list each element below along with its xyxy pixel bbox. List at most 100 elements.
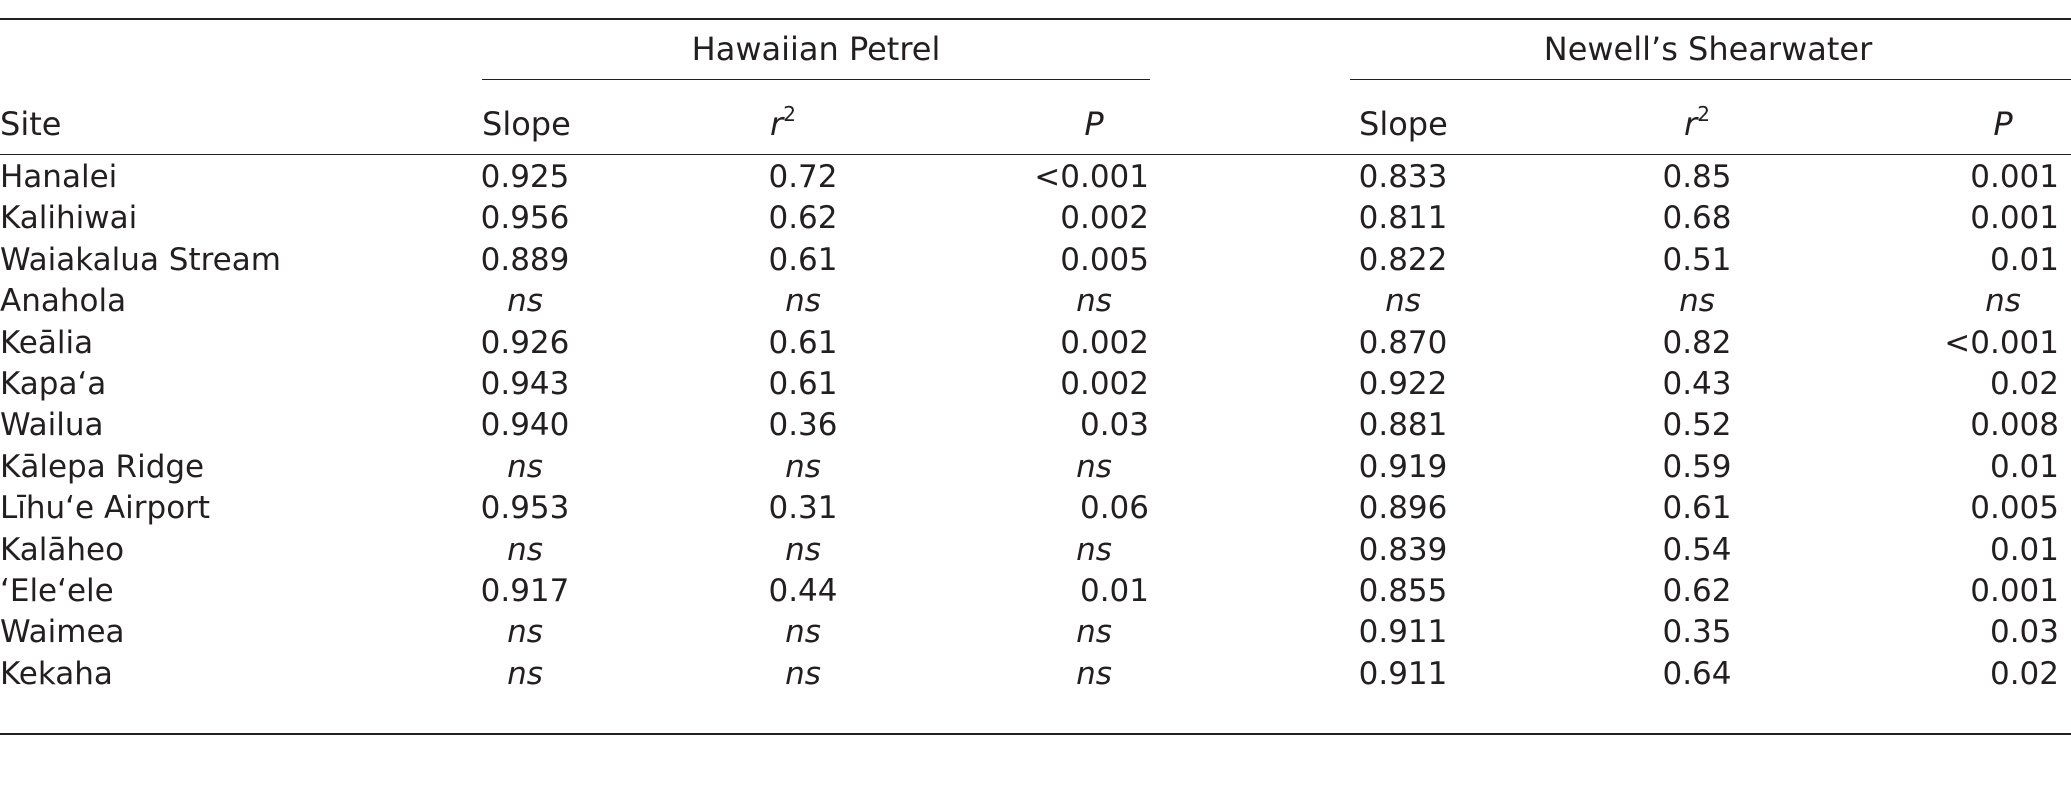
cell-hp-r2: ns — [785, 283, 821, 320]
cell-ns-r2: 0.82 — [1662, 324, 1732, 361]
cell-hp-slope: 0.956 — [480, 200, 570, 237]
cell-hp-r2: 0.44 — [768, 573, 838, 609]
cell-ns-p: <0.001 — [1944, 324, 2059, 361]
cell-hp-slope: 0.925 — [480, 159, 570, 195]
cell-ns-slope: 0.919 — [1358, 448, 1448, 485]
cell-hp-r2: ns — [785, 655, 821, 692]
column-header-hp-r2-base: r — [770, 105, 784, 143]
cell-ns-slope: ns — [1385, 283, 1421, 320]
cell-hp-slope: 0.917 — [480, 573, 570, 609]
cell-ns-slope: 0.881 — [1358, 407, 1448, 444]
cell-ns-slope: 0.870 — [1358, 324, 1448, 361]
cell-hp-r2: 0.61 — [768, 324, 838, 361]
group-header-hawaiian-petrel: Hawaiian Petrel — [691, 30, 941, 68]
cell-ns-r2: 0.64 — [1662, 655, 1732, 692]
cell-ns-p: 0.02 — [1989, 655, 2059, 692]
cell-hp-p: 0.002 — [1060, 366, 1149, 402]
cell-ns-r2: 0.59 — [1662, 448, 1732, 485]
cell-ns-p: 0.005 — [1970, 490, 2059, 527]
cell-hp-p: ns — [1076, 614, 1112, 651]
cell-site: Waiakalua Stream — [0, 241, 281, 278]
cell-hp-p: 0.002 — [1060, 324, 1149, 361]
cell-hp-p: ns — [1076, 283, 1112, 320]
cell-hp-r2: 0.61 — [768, 241, 838, 278]
cell-ns-slope: 0.922 — [1358, 366, 1448, 402]
cell-ns-slope: 0.833 — [1358, 159, 1448, 195]
cell-hp-slope: 0.940 — [480, 407, 570, 444]
cell-ns-r2: 0.62 — [1662, 573, 1732, 609]
cell-ns-slope: 0.822 — [1358, 241, 1448, 278]
cell-ns-p: 0.001 — [1970, 159, 2059, 195]
cell-hp-slope: ns — [507, 448, 543, 485]
cell-ns-slope: 0.811 — [1358, 200, 1448, 237]
cell-hp-p: ns — [1076, 655, 1112, 692]
cell-hp-r2: 0.36 — [768, 407, 838, 444]
cell-ns-r2: 0.61 — [1662, 490, 1732, 527]
cell-ns-p: 0.01 — [1989, 531, 2059, 568]
cell-hp-slope: 0.953 — [480, 490, 570, 527]
cell-hp-slope: ns — [507, 531, 543, 568]
cell-site: Līhuʻe Airport — [0, 490, 211, 527]
cell-ns-slope: 0.911 — [1358, 655, 1448, 692]
cell-hp-p: 0.002 — [1060, 200, 1149, 237]
cell-hp-r2: 0.62 — [768, 200, 838, 237]
cell-ns-r2: 0.51 — [1662, 241, 1732, 278]
column-header-hp-r2-exp: 2 — [783, 102, 796, 126]
cell-ns-p: 0.008 — [1970, 407, 2059, 444]
cell-ns-p: 0.03 — [1989, 614, 2059, 651]
cell-hp-slope: ns — [507, 283, 543, 320]
cell-hp-r2: 0.31 — [768, 490, 838, 527]
column-header-ns-r2-base: r — [1684, 105, 1698, 143]
cell-hp-p: 0.06 — [1079, 490, 1149, 527]
cell-ns-r2: 0.68 — [1662, 200, 1732, 237]
cell-site: ʻEleʻele — [0, 573, 114, 609]
cell-ns-p: 0.02 — [1989, 366, 2059, 402]
cell-hp-r2: ns — [785, 448, 821, 485]
cell-hp-p: 0.03 — [1079, 407, 1149, 444]
column-header-ns-r2: r2 — [1684, 103, 1710, 145]
cell-ns-r2: ns — [1679, 283, 1715, 320]
cell-hp-slope: ns — [507, 655, 543, 692]
cell-ns-p: 0.001 — [1970, 573, 2059, 609]
cell-ns-slope: 0.855 — [1358, 573, 1448, 609]
cell-hp-r2: ns — [785, 614, 821, 651]
column-header-ns-slope: Slope — [1359, 105, 1448, 143]
cell-site: Hanalei — [0, 159, 118, 195]
cell-site: Anahola — [0, 283, 127, 320]
table-top-rule — [0, 18, 2071, 20]
cell-hp-r2: 0.61 — [768, 366, 838, 402]
cell-ns-slope: 0.896 — [1358, 490, 1448, 527]
cell-ns-r2: 0.52 — [1662, 407, 1732, 444]
cell-ns-r2: 0.35 — [1662, 614, 1732, 651]
cell-hp-p: <0.001 — [1034, 159, 1149, 195]
cell-hp-p: 0.01 — [1079, 573, 1149, 609]
hawaiian-petrel-group-rule — [482, 79, 1150, 80]
cell-site: Kalihiwai — [0, 200, 138, 237]
cell-ns-slope: 0.911 — [1358, 614, 1448, 651]
cell-hp-p: ns — [1076, 531, 1112, 568]
cell-hp-slope: 0.889 — [480, 241, 570, 278]
newells-shearwater-group-rule — [1350, 79, 2071, 80]
column-header-site: Site — [0, 105, 62, 143]
header-bottom-rule — [0, 154, 2071, 155]
cell-site: Kapaʻa — [0, 366, 107, 402]
cell-hp-slope: 0.943 — [480, 366, 570, 402]
cell-ns-slope: 0.839 — [1358, 531, 1448, 568]
cell-site: Waimea — [0, 614, 125, 651]
cell-site: Kalāheo — [0, 531, 125, 568]
cell-site: Kekaha — [0, 655, 113, 692]
cell-ns-p: 0.001 — [1970, 200, 2059, 237]
cell-site: Kālepa Ridge — [0, 448, 205, 485]
cell-hp-p: ns — [1076, 448, 1112, 485]
cell-ns-p: 0.01 — [1989, 448, 2059, 485]
cell-site: Keālia — [0, 324, 94, 361]
cell-hp-r2: 0.72 — [768, 159, 838, 195]
column-header-hp-p: P — [1084, 105, 1104, 143]
column-header-ns-p: P — [1993, 105, 2013, 143]
cell-hp-slope: 0.926 — [480, 324, 570, 361]
column-header-ns-r2-exp: 2 — [1697, 102, 1710, 126]
cell-site: Wailua — [0, 407, 104, 444]
cell-ns-p: 0.01 — [1989, 241, 2059, 278]
cell-ns-r2: 0.54 — [1662, 531, 1732, 568]
column-header-hp-slope: Slope — [482, 105, 571, 143]
